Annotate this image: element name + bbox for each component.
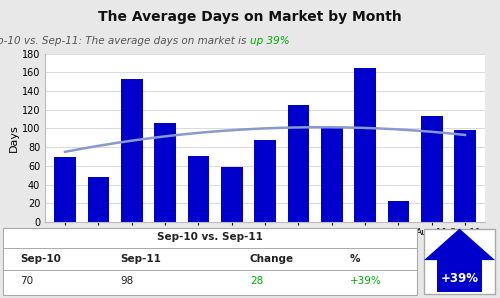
Text: 28: 28 — [250, 276, 263, 286]
Text: Sep-11: Sep-11 — [120, 254, 161, 264]
Text: +39%: +39% — [440, 272, 478, 285]
Bar — [254, 140, 276, 222]
Text: +39%: +39% — [350, 276, 382, 286]
Text: %: % — [350, 254, 360, 264]
FancyBboxPatch shape — [424, 229, 495, 294]
Text: Change: Change — [250, 254, 294, 264]
Bar — [354, 68, 376, 222]
X-axis label: Sep-10 vs. Sep-11: Sep-10 vs. Sep-11 — [218, 242, 312, 252]
Bar — [421, 116, 442, 222]
Bar — [321, 127, 342, 222]
Bar — [288, 105, 309, 222]
Bar — [221, 167, 242, 222]
Text: Sep-10 vs. Sep-11: Sep-10 vs. Sep-11 — [156, 232, 262, 242]
Text: The Average Days on Market by Month: The Average Days on Market by Month — [98, 10, 402, 24]
Bar — [454, 130, 476, 222]
Bar — [88, 177, 109, 222]
Text: 70: 70 — [20, 276, 33, 286]
Polygon shape — [424, 229, 495, 260]
Text: 98: 98 — [120, 276, 133, 286]
FancyBboxPatch shape — [2, 228, 416, 295]
Bar — [154, 123, 176, 222]
Text: Sep-10: Sep-10 — [20, 254, 61, 264]
Bar — [121, 79, 142, 222]
Text: Sep-10 vs. Sep-11: The average days on market is: Sep-10 vs. Sep-11: The average days on m… — [0, 36, 250, 46]
Text: up 39%: up 39% — [250, 36, 290, 46]
Bar — [388, 201, 409, 222]
Y-axis label: Days: Days — [9, 124, 19, 152]
Bar — [438, 260, 482, 292]
Bar — [188, 156, 209, 222]
Bar — [54, 156, 76, 222]
